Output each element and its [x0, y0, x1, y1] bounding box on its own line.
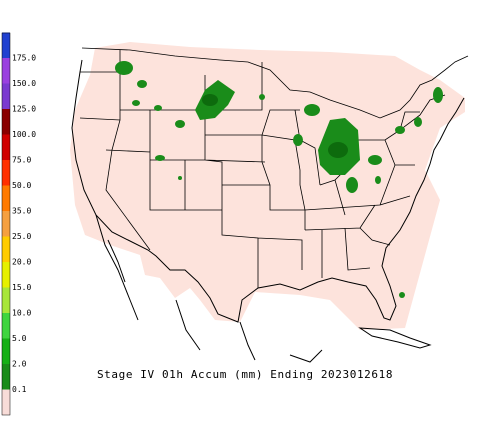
- legend-swatch: [2, 364, 10, 390]
- canada-border: [81, 47, 469, 119]
- legend-swatch: [2, 313, 10, 339]
- map-title: Stage IV 01h Accum (mm) Ending 202301261…: [97, 368, 393, 381]
- legend-label: 15.0: [12, 283, 31, 292]
- coverage-area: [70, 42, 465, 330]
- legend-label: 20.0: [12, 258, 31, 267]
- legend-label: 75.0: [12, 156, 31, 165]
- legend-label: 175.0: [12, 54, 36, 63]
- legend-swatch: [2, 262, 10, 288]
- legend-label: 125.0: [12, 105, 36, 114]
- legend-swatch: [2, 32, 10, 58]
- legend-swatch: [2, 58, 10, 84]
- legend-frame: [1, 32, 11, 416]
- legend-label: 50.0: [12, 181, 31, 190]
- coastline: [71, 59, 465, 323]
- legend-label: 25.0: [12, 232, 31, 241]
- legend-swatch: [2, 109, 10, 135]
- legend-swatch: [2, 134, 10, 160]
- precipitation: [115, 61, 443, 298]
- legend-swatch: [2, 185, 10, 211]
- legend-label: 10.0: [12, 309, 31, 318]
- legend-swatch: [2, 83, 10, 109]
- legend-label: 0.1: [12, 385, 27, 394]
- legend-swatch: [2, 160, 10, 186]
- legend-label: 2.0: [12, 360, 27, 369]
- legend-label: 5.0: [12, 334, 27, 343]
- legend-swatch: [2, 287, 10, 313]
- cuba: [358, 327, 432, 349]
- legend-label: 35.0: [12, 207, 31, 216]
- legend-base: [2, 389, 10, 415]
- legend-swatch: [2, 338, 10, 364]
- legend-label: 150.0: [12, 79, 36, 88]
- color-legend: 0.1 2.0 5.0 10.0 15.0 20.0 25.0 35.0 50.0 75.0 100…: [1, 32, 36, 416]
- legend-swatch: [2, 236, 10, 262]
- legend-swatch: [2, 211, 10, 237]
- state-lines: [79, 50, 446, 288]
- mexico-coast: [95, 214, 323, 363]
- legend-label: 100.0: [12, 130, 36, 139]
